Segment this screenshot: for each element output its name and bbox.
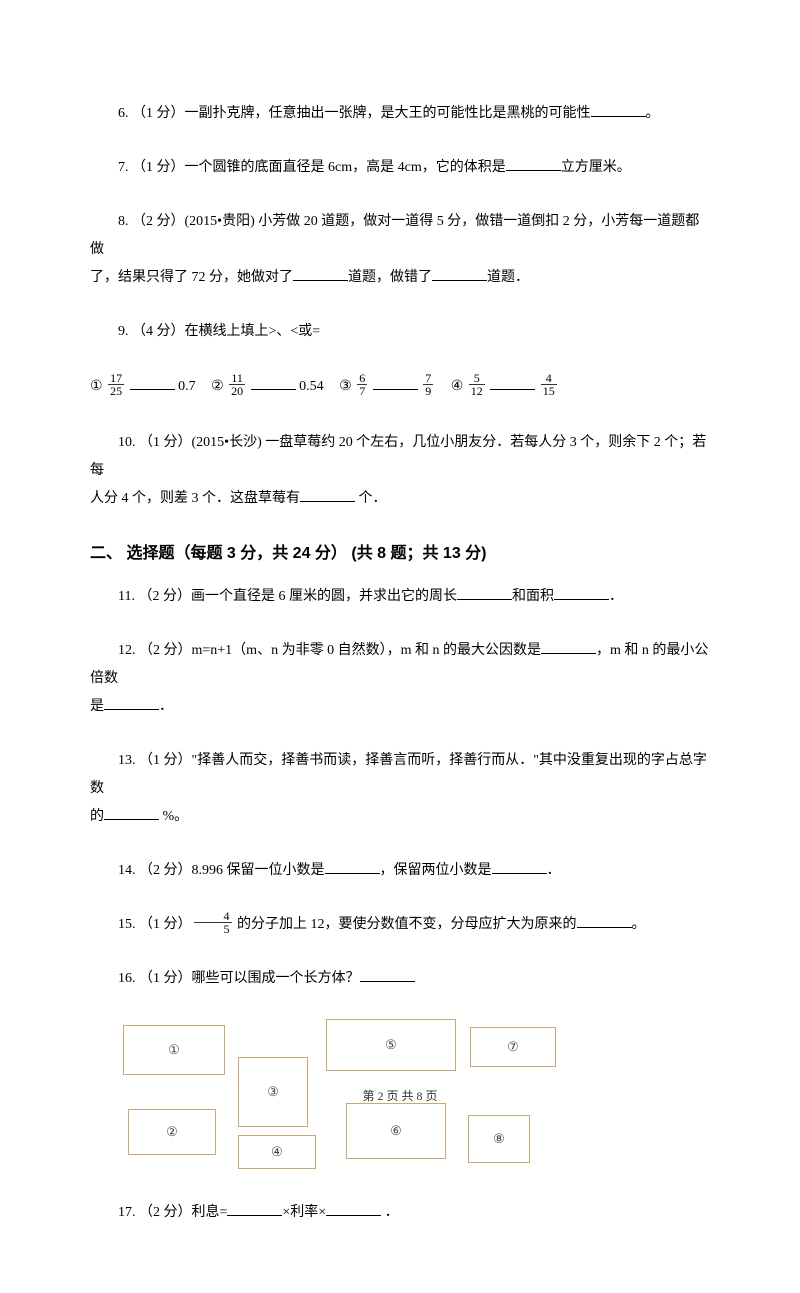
question-17: 17. （2 分）利息= ×利率× ． xyxy=(90,1199,710,1227)
compare-3: ③ 67 79 xyxy=(339,372,435,403)
q17-mid: ×利率× xyxy=(282,1205,326,1220)
q17-blank1 xyxy=(227,1202,282,1216)
q17-suffix: ． xyxy=(381,1205,399,1220)
rect-7: ⑦ xyxy=(470,1027,556,1067)
question-12: 12. （2 分）m=n+1（m、n 为非零 0 自然数），m 和 n 的最大公… xyxy=(90,637,710,721)
q8-mid: 道题，做错了 xyxy=(348,270,432,285)
question-13: 13. （1 分）"择善人而交，择善书而读，择善言而听，择善行而从．"其中没重复… xyxy=(90,747,710,831)
c1-blank xyxy=(130,376,175,390)
q10-blank xyxy=(300,488,355,502)
question-10: 10. （1 分）(2015•长沙) 一盘草莓约 20 个左右，几位小朋友分．若… xyxy=(90,429,710,513)
q6-text: 6. （1 分）一副扑克牌，任意抽出一张牌，是大王的可能性比是黑桃的可能性 xyxy=(118,106,591,121)
c4-label: ④ xyxy=(451,379,464,394)
q11-blank2 xyxy=(554,586,609,600)
q15-mid: 的分子加上 12，要使分数值不变，分母应扩大为原来的 xyxy=(234,917,577,932)
rect-5: ⑤ xyxy=(326,1019,456,1071)
c3-label: ③ xyxy=(339,379,352,394)
question-7: 7. （1 分）一个圆锥的底面直径是 6cm，高是 4cm，它的体积是 立方厘米。 xyxy=(90,154,710,182)
q6-suffix: 。 xyxy=(646,106,660,121)
q14-suffix: ． xyxy=(547,863,561,878)
compare-4: ④ 512 415 xyxy=(451,372,559,403)
page-footer: 第 2 页 共 8 页 xyxy=(0,1087,800,1104)
q15-blank xyxy=(577,914,632,928)
question-14: 14. （2 分）8.996 保留一位小数是 ，保留两位小数是 ． xyxy=(90,857,710,885)
q12-blank1 xyxy=(541,640,596,654)
question-16: 16. （1 分）哪些可以围成一个长方体？ xyxy=(90,965,710,993)
q8-blank1 xyxy=(293,267,348,281)
c2-label: ② xyxy=(211,379,224,394)
q11-blank1 xyxy=(457,586,512,600)
q7-text: 7. （1 分）一个圆锥的底面直径是 6cm，高是 4cm，它的体积是 xyxy=(118,160,506,175)
compare-2: ② 1120 0.54 xyxy=(211,372,324,403)
c1-label: ① xyxy=(90,379,103,394)
section-2-title: 二、 选择题（每题 3 分，共 24 分） (共 8 题；共 13 分) xyxy=(90,539,710,563)
c3-frac1: 67 xyxy=(357,372,367,397)
rect-4: ④ xyxy=(238,1135,316,1169)
q12-blank2 xyxy=(104,696,159,710)
q10-line2a: 人分 4 个，则差 3 个．这盘草莓有 xyxy=(90,491,300,506)
rect-8: ⑧ xyxy=(468,1115,530,1163)
q15-suffix: 。 xyxy=(632,917,646,932)
compare-row: ① 1725 0.7 ② 1120 0.54 ③ 67 79 ④ 512 415 xyxy=(90,372,710,403)
q11-prefix: 11. （2 分）画一个直径是 6 厘米的圆，并求出它的周长 xyxy=(118,589,457,604)
q16-prefix: 16. （1 分）哪些可以围成一个长方体？ xyxy=(118,971,360,986)
c4-blank xyxy=(490,376,535,390)
c3-frac2: 79 xyxy=(423,372,433,397)
compare-1: ① 1725 0.7 xyxy=(90,372,196,403)
question-9: 9. （4 分）在横线上填上>、<或= xyxy=(90,318,710,346)
q12-l1a: 12. （2 分）m=n+1（m、n 为非零 0 自然数），m 和 n 的最大公… xyxy=(118,643,541,658)
q10-suffix: 个． xyxy=(355,491,387,506)
q16-blank xyxy=(360,968,415,982)
q9-text: 9. （4 分）在横线上填上>、<或= xyxy=(118,324,320,339)
c4-frac2: 415 xyxy=(541,372,557,397)
q15-prefix: 15. （1 分） xyxy=(118,917,192,932)
q14-mid: ，保留两位小数是 xyxy=(380,863,492,878)
q7-suffix: 立方厘米。 xyxy=(561,160,631,175)
q17-blank2 xyxy=(326,1202,381,1216)
q11-suffix: ． xyxy=(609,589,623,604)
q17-prefix: 17. （2 分）利息= xyxy=(118,1205,227,1220)
c2-frac: 1120 xyxy=(229,372,245,397)
q13-l2b: %。 xyxy=(159,809,188,824)
c2-blank xyxy=(251,376,296,390)
q7-blank xyxy=(506,157,561,171)
q6-blank xyxy=(591,103,646,117)
q8-line1: 8. （2 分）(2015•贵阳) 小芳做 20 道题，做对一道得 5 分，做错… xyxy=(90,214,699,257)
c1-frac: 1725 xyxy=(108,372,124,397)
c2-rhs: 0.54 xyxy=(299,379,324,394)
rect-6: ⑥ xyxy=(346,1103,446,1159)
q14-prefix: 14. （2 分）8.996 保留一位小数是 xyxy=(118,863,325,878)
c1-rhs: 0.7 xyxy=(178,379,196,394)
q13-l1: 13. （1 分）"择善人而交，择善书而读，择善言而听，择善行而从．"其中没重复… xyxy=(90,753,707,796)
question-6: 6. （1 分）一副扑克牌，任意抽出一张牌，是大王的可能性比是黑桃的可能性 。 xyxy=(90,100,710,128)
q13-l2a: 的 xyxy=(90,809,104,824)
q14-blank2 xyxy=(492,860,547,874)
c4-frac1: 512 xyxy=(469,372,485,397)
rect-1: ① xyxy=(123,1025,225,1075)
q12-l2a: 是 xyxy=(90,699,104,714)
question-15: 15. （1 分）45 的分子加上 12，要使分数值不变，分母应扩大为原来的 。 xyxy=(90,911,710,939)
q10-line1: 10. （1 分）(2015•长沙) 一盘草莓约 20 个左右，几位小朋友分．若… xyxy=(90,435,706,478)
q12-l2b: ． xyxy=(159,699,173,714)
q8-line2a: 了，结果只得了 72 分，她做对了 xyxy=(90,270,293,285)
q15-frac: 45 xyxy=(194,910,232,935)
q8-blank2 xyxy=(432,267,487,281)
question-11: 11. （2 分）画一个直径是 6 厘米的圆，并求出它的周长 和面积 ． xyxy=(90,583,710,611)
q13-blank xyxy=(104,806,159,820)
question-8: 8. （2 分）(2015•贵阳) 小芳做 20 道题，做对一道得 5 分，做错… xyxy=(90,208,710,292)
q14-blank1 xyxy=(325,860,380,874)
q11-mid: 和面积 xyxy=(512,589,554,604)
c3-blank xyxy=(373,376,418,390)
q8-suffix: 道题． xyxy=(487,270,529,285)
